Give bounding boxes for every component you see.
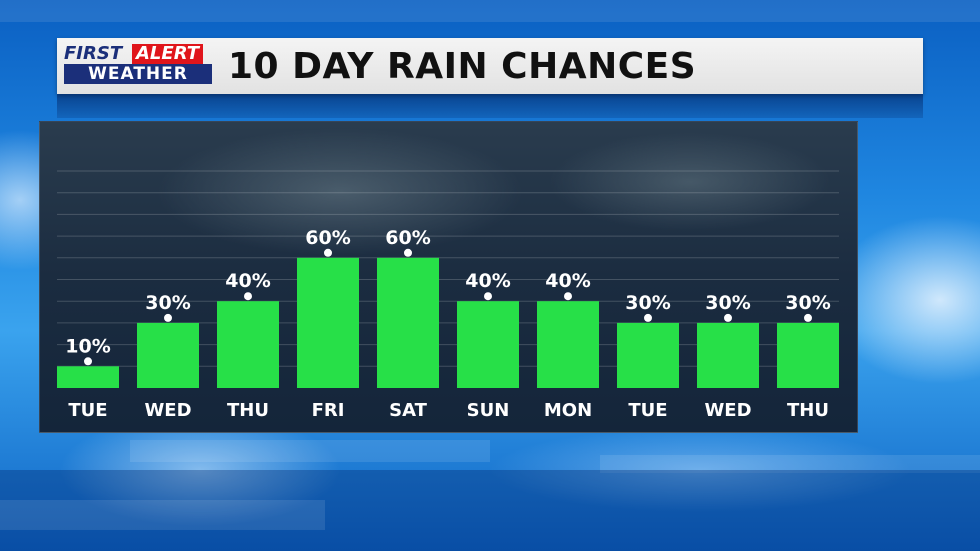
first-alert-weather-logo: FIRST ALERT WEATHER — [64, 44, 212, 86]
value-label: 10% — [65, 335, 110, 357]
background-stripe — [130, 440, 490, 462]
bar-tue-0 — [57, 366, 119, 388]
day-label: FRI — [312, 400, 345, 421]
background-stripe — [0, 500, 325, 530]
page-title: 10 DAY RAIN CHANCES — [228, 46, 697, 87]
logo-alert-text: ALERT — [132, 44, 204, 64]
value-label: 30% — [145, 292, 190, 314]
day-label: THU — [787, 400, 829, 421]
value-marker-dot — [324, 248, 332, 257]
bar-fri-3 — [297, 257, 359, 388]
value-label: 60% — [305, 227, 350, 249]
value-marker-dot — [164, 313, 172, 322]
day-label: MON — [544, 400, 592, 421]
value-marker-dot — [484, 292, 492, 301]
value-label: 30% — [785, 292, 830, 314]
value-label: 40% — [545, 270, 590, 292]
value-label: 60% — [385, 227, 430, 249]
bar-wed-8 — [697, 322, 759, 388]
bar-mon-6 — [537, 301, 599, 388]
bar-wed-1 — [137, 322, 199, 388]
day-label: THU — [227, 400, 269, 421]
value-marker-dot — [724, 313, 732, 322]
value-label: 40% — [465, 270, 510, 292]
day-label: WED — [704, 400, 751, 421]
bar-tue-7 — [617, 322, 679, 388]
logo-weather-text: WEATHER — [64, 64, 212, 84]
value-marker-dot — [644, 313, 652, 322]
value-label: 30% — [705, 292, 750, 314]
value-marker-dot — [84, 357, 92, 366]
value-label: 40% — [225, 270, 270, 292]
day-label: TUE — [628, 400, 667, 421]
value-marker-dot — [404, 248, 412, 257]
day-label: SAT — [389, 400, 427, 421]
bar-thu-9 — [777, 322, 839, 388]
value-marker-dot — [564, 292, 572, 301]
day-label: WED — [144, 400, 191, 421]
value-label: 30% — [625, 292, 670, 314]
bar-thu-2 — [217, 301, 279, 388]
value-marker-dot — [244, 292, 252, 301]
value-marker-dot — [804, 313, 812, 322]
bar-sun-5 — [457, 301, 519, 388]
bar-sat-4 — [377, 257, 439, 388]
rain-chance-bar-chart: 10% TUE 30% WED 40% THU 60% FRI 60% SAT 40% SUN 40% M… — [57, 170, 839, 421]
day-label: TUE — [68, 400, 107, 421]
logo-first-text: FIRST — [64, 43, 123, 64]
background-stripe — [0, 0, 980, 22]
background-stripe — [600, 455, 980, 473]
background-stripe — [0, 470, 980, 551]
day-label: SUN — [467, 400, 510, 421]
title-bar-shadow — [57, 94, 923, 118]
